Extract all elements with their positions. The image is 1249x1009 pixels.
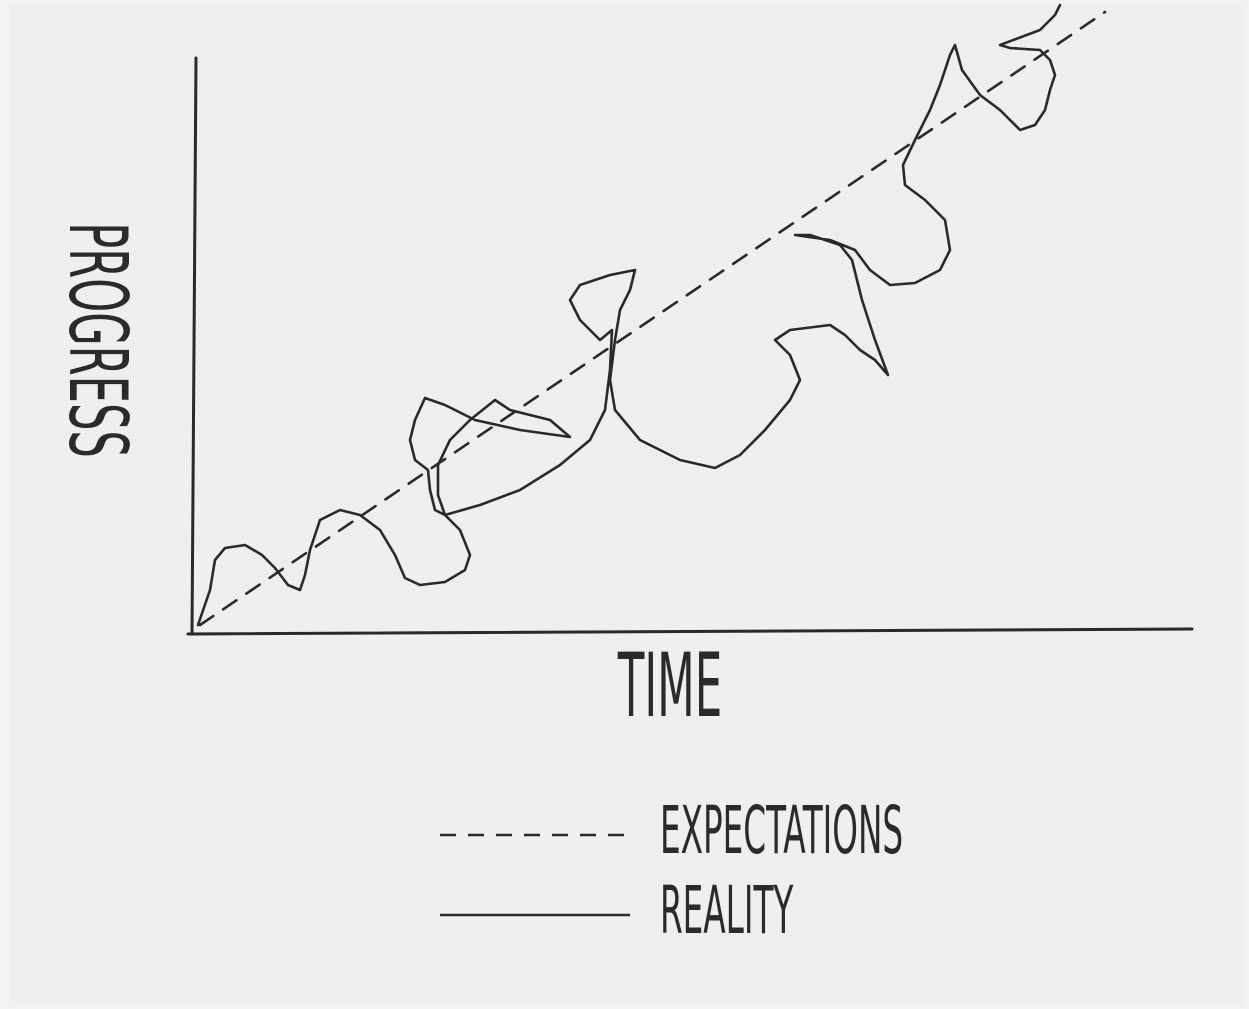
legend-label: EXPECTATIONS	[660, 792, 903, 869]
series-line	[196, 3, 1062, 627]
x-axis-label: TIME	[617, 634, 722, 737]
series-line	[198, 10, 1107, 627]
y-axis-label: PROGRESS	[51, 222, 144, 458]
legend-label: REALITY	[660, 872, 794, 949]
y-axis	[190, 56, 198, 636]
paper	[10, 4, 1244, 1006]
x-axis	[186, 627, 1194, 636]
